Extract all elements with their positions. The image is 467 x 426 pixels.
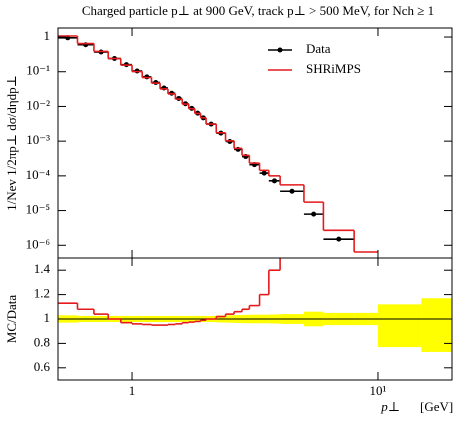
legend-marker: [277, 47, 283, 53]
x-axis-unit: [GeV]: [420, 399, 453, 414]
legend-label: SHRiMPS: [306, 61, 361, 76]
data-point: [161, 85, 167, 91]
plot-area: Data SHRiMPS 1 10⁻¹ 10⁻² 10⁻³ 10⁻⁴ 10⁻⁵ 10⁻⁶ 0.6 0…: [26, 27, 453, 398]
data-point: [336, 236, 342, 242]
y-axis-label: 1/Nev 1/2πp⊥ dσ/dηdp⊥: [4, 75, 19, 211]
data-point: [289, 188, 295, 194]
legend-label: Data: [306, 41, 331, 56]
y-tick-label: 10⁻²: [26, 97, 50, 112]
y-tick-label: 1: [44, 310, 51, 325]
y-tick-label: 10⁻³: [26, 132, 50, 147]
y-tick-label: 10⁻⁴: [26, 167, 51, 182]
series-layer: [58, 258, 452, 352]
data-point: [261, 170, 267, 176]
y-tick-label: 1.2: [34, 286, 50, 301]
plot-frame: [57, 27, 453, 259]
x-tick-label: 10¹: [370, 383, 387, 398]
y-tick-label: 1: [44, 28, 51, 43]
y-tick-label: 10⁻⁵: [26, 202, 50, 217]
ratio-axis-label: MC/Data: [4, 295, 19, 344]
uncertainty-band: [377, 304, 422, 348]
y-tick-label: 10⁻⁶: [26, 236, 50, 251]
y-tick-label: 0.8: [34, 334, 50, 349]
data-point: [311, 211, 317, 217]
x-tick-label: 1: [129, 383, 136, 398]
data-point: [271, 178, 277, 184]
y-tick-label: 10⁻¹: [26, 63, 50, 78]
chart-title: Charged particle p⊥ at 900 GeV, track p⊥…: [82, 3, 434, 18]
y-tick-label: 0.6: [34, 359, 51, 374]
x-axis-label: p⊥: [380, 399, 400, 414]
series-layer: [58, 35, 378, 253]
y-tick-label: 1.4: [34, 261, 51, 276]
